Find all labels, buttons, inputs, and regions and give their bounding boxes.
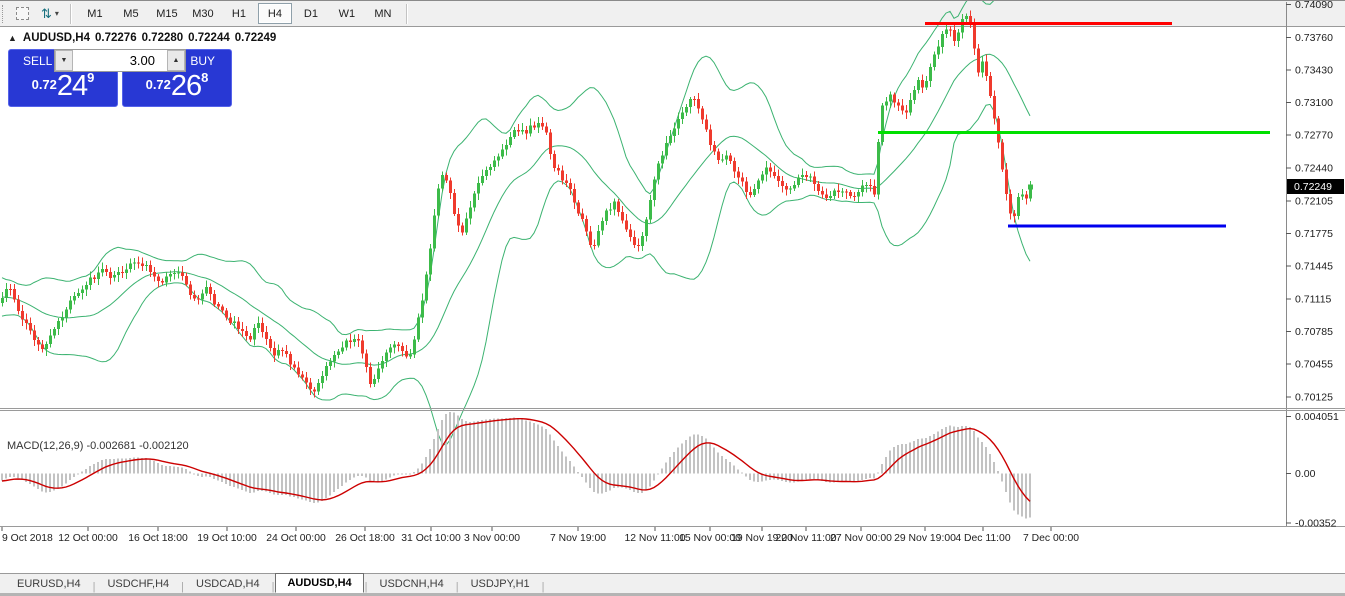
timeframe-button-m15[interactable]: M15 — [156, 7, 178, 20]
bollinger-middle-band — [1, 53, 1031, 366]
svg-text:0.72249: 0.72249 — [1294, 181, 1332, 193]
chevron-down-icon[interactable]: ▾ — [54, 9, 59, 18]
svg-text:0.70125: 0.70125 — [1295, 391, 1333, 403]
tab-separator: | — [364, 581, 368, 593]
macd-histogram — [1, 412, 1031, 519]
svg-text:-0.00352: -0.00352 — [1295, 517, 1337, 529]
svg-text:26 Oct 18:00: 26 Oct 18:00 — [335, 533, 395, 544]
symbols-icon[interactable]: ⇅ — [41, 6, 52, 21]
svg-text:12 Oct 00:00: 12 Oct 00:00 — [58, 533, 118, 544]
svg-text:24 Oct 00:00: 24 Oct 00:00 — [266, 533, 326, 544]
timeframe-button-d1[interactable]: D1 — [303, 7, 318, 20]
svg-text:19 Nov 19:00: 19 Nov 19:00 — [731, 533, 793, 544]
bollinger-upper-band — [1, 1, 995, 336]
svg-text:31 Oct 10:00: 31 Oct 10:00 — [401, 533, 461, 544]
svg-text:0.74090: 0.74090 — [1295, 1, 1333, 11]
svg-text:0.70455: 0.70455 — [1295, 359, 1333, 371]
svg-text:9 Oct 2018: 9 Oct 2018 — [2, 533, 53, 544]
sell-label: SELL — [23, 54, 53, 68]
svg-text:0.70785: 0.70785 — [1295, 326, 1333, 338]
window-bottom-edge — [0, 593, 1345, 596]
macd-indicator-label: MACD(12,26,9) -0.002681 -0.002120 — [7, 440, 189, 452]
tab-separator: | — [541, 581, 545, 593]
collapse-panel-icon[interactable]: ▲ — [8, 33, 17, 43]
current-price-tag — [1287, 179, 1344, 195]
chart-tab-audusd[interactable]: AUDUSD,H4 — [275, 573, 364, 593]
chart-tab-usdcad[interactable]: USDCAD,H4 — [196, 578, 260, 590]
svg-text:0.71445: 0.71445 — [1295, 261, 1333, 273]
svg-text:4 Dec 11:00: 4 Dec 11:00 — [955, 533, 1010, 544]
buy-price: 0.72268 — [145, 70, 209, 102]
svg-text:22 Nov 11:00: 22 Nov 11:00 — [775, 533, 836, 544]
volume-widget: ▼ ▲ — [54, 49, 186, 72]
svg-text:19 Oct 10:00: 19 Oct 10:00 — [197, 533, 257, 544]
one-click-trading-panel: SELL 0.72249 BUY 0.72268 ▼ ▲ — [8, 49, 232, 107]
svg-text:0.73100: 0.73100 — [1295, 97, 1333, 109]
tab-separator: | — [271, 581, 275, 593]
buy-label: BUY — [190, 54, 215, 68]
sell-price: 0.72249 — [31, 70, 95, 102]
chart-canvas[interactable]: 0.74090 0.73760 0.73430 0.73100 0.72770 0.724… — [0, 1, 1345, 571]
macd-signal-line — [1, 418, 1031, 502]
svg-text:29 Nov 19:00: 29 Nov 19:00 — [894, 533, 956, 544]
chart-symbol: AUDUSD,H4 — [22, 32, 91, 44]
tab-separator: | — [181, 581, 185, 593]
timeframe-button-h1[interactable]: H1 — [231, 7, 246, 20]
ohlc-low: 0.72244 — [188, 32, 230, 44]
volume-input[interactable] — [73, 50, 167, 71]
svg-text:0.72440: 0.72440 — [1295, 162, 1333, 174]
svg-text:0.73760: 0.73760 — [1295, 32, 1333, 44]
toolbar-separator — [405, 3, 408, 24]
ohlc-close: 0.72249 — [234, 32, 277, 44]
svg-text:0.71775: 0.71775 — [1295, 228, 1333, 240]
svg-text:3 Nov 00:00: 3 Nov 00:00 — [464, 533, 520, 544]
candles — [1, 10, 1032, 398]
last-close-marker — [1028, 184, 1033, 190]
timeframe-button-h4[interactable]: H4 — [257, 3, 292, 24]
svg-text:0.004051: 0.004051 — [1295, 411, 1339, 423]
chart-tab-usdchf[interactable]: USDCHF,H4 — [107, 578, 170, 590]
timeframe-bar: M1 M5 M15 M30 H1 H4 D1 W1 MN — [77, 3, 401, 24]
svg-text:0.71115: 0.71115 — [1295, 293, 1332, 305]
svg-text:7 Nov 19:00: 7 Nov 19:00 — [550, 533, 606, 544]
svg-text:15 Nov 00:00: 15 Nov 00:00 — [679, 533, 741, 544]
tab-separator: | — [455, 581, 459, 593]
toolbar-grip[interactable] — [2, 4, 8, 23]
price-axis: 0.74090 0.73760 0.73430 0.73100 0.72770 0.724… — [1286, 1, 1344, 403]
toolbar-separator — [69, 3, 72, 24]
timeframe-button-w1[interactable]: W1 — [338, 7, 356, 20]
ohlc-open: 0.72276 — [95, 32, 137, 44]
svg-text:0.72770: 0.72770 — [1295, 130, 1333, 142]
timeframe-button-m1[interactable]: M1 — [87, 7, 103, 20]
chart-tab-usdcnh[interactable]: USDCNH,H4 — [379, 578, 444, 590]
volume-decrease-button[interactable]: ▼ — [55, 50, 73, 71]
svg-text:16 Oct 18:00: 16 Oct 18:00 — [128, 533, 188, 544]
svg-text:0.73430: 0.73430 — [1295, 65, 1333, 77]
toolbar: ⇅ ▾ M1 M5 M15 M30 H1 H4 D1 W1 MN — [0, 1, 1345, 27]
ohlc-high: 0.72280 — [141, 32, 184, 44]
chart-tab-usdjpy[interactable]: USDJPY,H1 — [470, 578, 530, 590]
svg-text:27 Nov 00:00: 27 Nov 00:00 — [830, 533, 892, 544]
new-chart-icon[interactable] — [16, 7, 29, 20]
svg-text:12 Nov 11:00: 12 Nov 11:00 — [624, 533, 685, 544]
timeframe-button-mn[interactable]: MN — [374, 7, 392, 20]
tab-separator: | — [92, 581, 96, 593]
timeframe-button-m30[interactable]: M30 — [192, 7, 214, 20]
timeframe-button-m5[interactable]: M5 — [123, 7, 139, 20]
time-axis: 9 Oct 2018 12 Oct 00:00 16 Oct 18:00 19 Oct… — [1, 527, 1079, 544]
svg-text:7 Dec 00:00: 7 Dec 00:00 — [1023, 533, 1079, 544]
svg-text:0.72105: 0.72105 — [1295, 196, 1333, 208]
chart-tabs-bar: EURUSD,H4 | USDCHF,H4 | USDCAD,H4 | AUDUSD,H4 |… — [0, 573, 1345, 593]
bollinger-lower-band — [1, 103, 1031, 446]
macd-axis: 0.004051 0.00 -0.00352 — [1286, 411, 1339, 529]
volume-increase-button[interactable]: ▲ — [167, 50, 185, 71]
chart-tab-eurusd[interactable]: EURUSD,H4 — [17, 578, 81, 590]
svg-text:0.00: 0.00 — [1295, 468, 1316, 480]
chart-title: ▲ AUDUSD,H4 0.72276 0.72280 0.72244 0.72… — [8, 32, 281, 44]
